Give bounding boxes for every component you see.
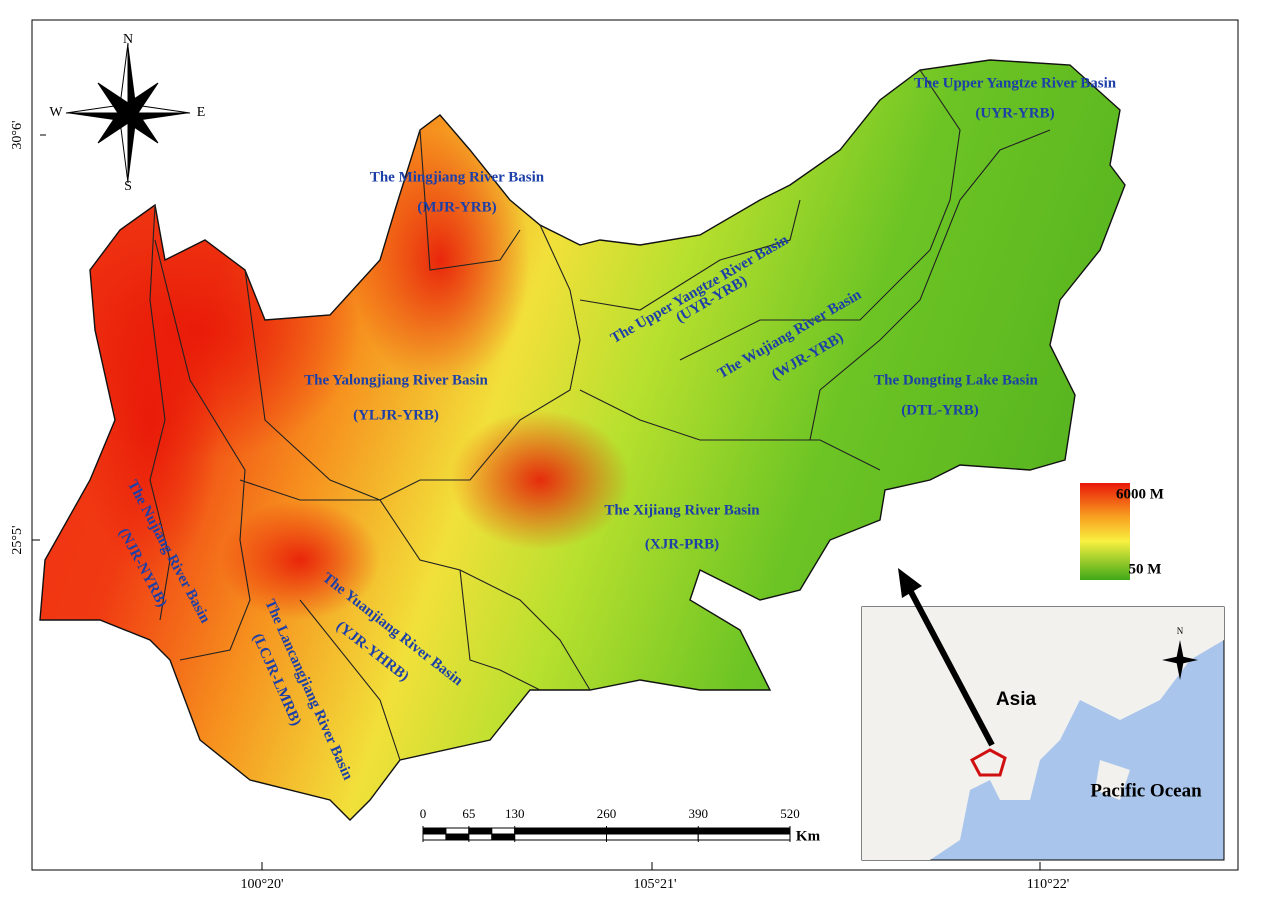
scale-label: 0: [420, 806, 427, 821]
basin-code: (YLJR-YRB): [353, 407, 439, 423]
high-elevation: [80, 260, 220, 580]
basin-code: (MJR-YRB): [417, 199, 496, 215]
longitude-label: 110°22': [1027, 877, 1070, 892]
scale-label: 390: [689, 806, 709, 821]
basin-boundary: [379, 224, 581, 501]
scale-label: 65: [462, 806, 475, 821]
scale-segment: [514, 833, 607, 841]
scale-unit: Km: [796, 828, 821, 844]
compass-east: E: [197, 105, 206, 120]
latitude-label: 30°6': [10, 120, 25, 149]
map-frame: [31, 19, 1239, 871]
compass-point: [128, 113, 137, 183]
scale-segment: [491, 827, 516, 835]
basin-boundary: [459, 569, 591, 691]
compass-point: [66, 113, 128, 122]
high-elevation: [220, 500, 380, 620]
basin-boundary: [419, 129, 521, 271]
legend-low: 50 M: [1129, 561, 1162, 577]
basin-name: The Mingjiang River Basin: [370, 169, 545, 185]
compass-south: S: [124, 179, 132, 194]
basin-boundary: [149, 204, 171, 621]
basin-boundary: [154, 239, 251, 661]
basin-boundary: [239, 479, 541, 691]
basin-name: The Dongting Lake Basin: [874, 372, 1038, 388]
scale-label: 130: [505, 806, 525, 821]
inset-ocean: Pacific Ocean: [1090, 780, 1202, 801]
compass-point: [128, 113, 190, 122]
inset-continent: Asia: [996, 689, 1037, 710]
elevation-legend: [1080, 483, 1130, 580]
scale-segment: [445, 833, 470, 841]
scale-segment: [606, 827, 699, 835]
scale-segment: [422, 833, 447, 841]
scale-segment: [422, 827, 447, 835]
basin-code: (UYR-YRB): [975, 105, 1054, 121]
longitude-label: 100°20': [240, 877, 283, 892]
scale-segment: [514, 827, 607, 835]
inset-compass: [1162, 656, 1198, 664]
basin-name: The Yalongjiang River Basin: [304, 372, 488, 388]
inset-islands: [1095, 760, 1130, 800]
basin-boundary: [679, 69, 961, 361]
longitude-label: 105°21': [633, 877, 676, 892]
basin-boundary: [579, 389, 881, 471]
basin-code: (DTL-YRB): [901, 402, 979, 418]
basin-boundary: [299, 599, 401, 761]
scale-segment: [491, 833, 516, 841]
basin-boundary: [579, 199, 801, 311]
compass-point: [128, 43, 137, 113]
scale-label: 260: [597, 806, 617, 821]
compass-point: [97, 82, 135, 120]
scale-segment: [468, 827, 493, 835]
compass-rose: [65, 42, 191, 184]
compass-west: W: [49, 105, 63, 120]
scale-segment: [468, 833, 493, 841]
pointer-head: [898, 568, 922, 598]
legend-high: 6000 M: [1116, 486, 1164, 502]
pointer-arrow: [907, 588, 995, 747]
high-elevation: [450, 410, 630, 550]
basin-name: The Upper Yangtze River Basin: [914, 75, 1117, 91]
scale-label: 520: [780, 806, 800, 821]
basin-code: (XJR-PRB): [645, 536, 719, 552]
inset-north: N: [1177, 626, 1184, 636]
basin-boundary: [809, 129, 1051, 441]
basin-boundary: [244, 269, 381, 501]
latitude-label: 25°5': [10, 525, 25, 554]
region-outline: [39, 59, 1126, 821]
scale-segment: [697, 827, 791, 835]
scale-segment: [697, 833, 791, 841]
study-area: [969, 748, 1007, 777]
basin-name: The Xijiang River Basin: [604, 502, 760, 518]
scale-segment: [606, 833, 699, 841]
scale-segment: [445, 827, 470, 835]
compass-north: N: [123, 32, 133, 47]
